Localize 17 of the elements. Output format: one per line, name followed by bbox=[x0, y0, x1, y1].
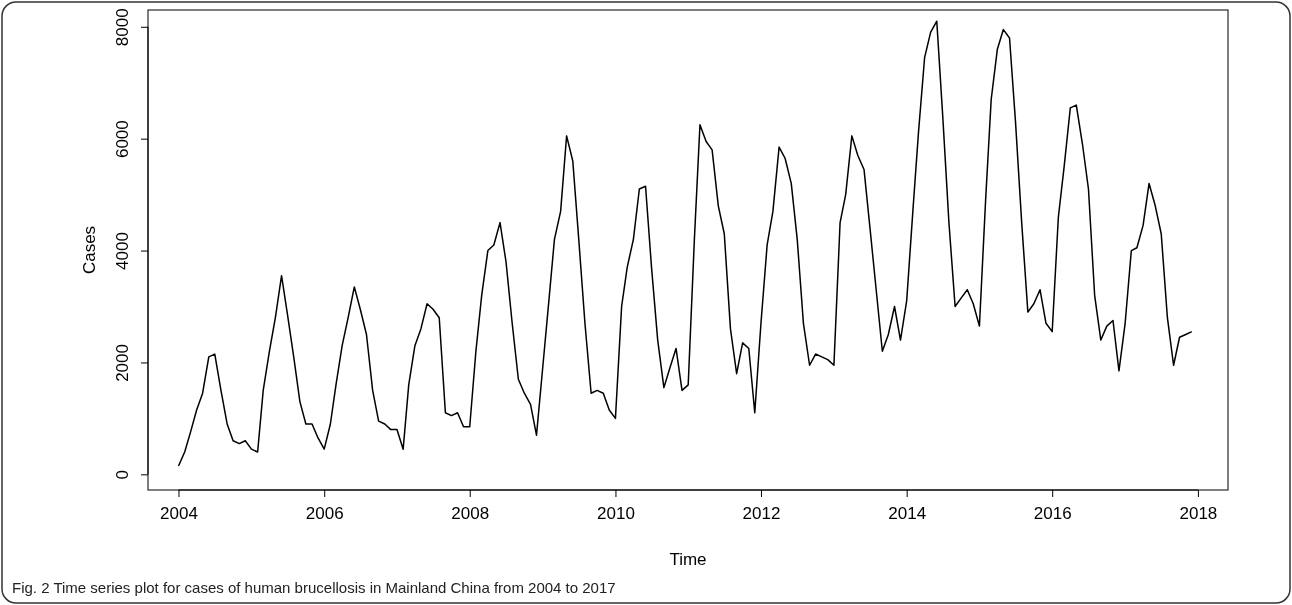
line-series bbox=[177, 20, 1193, 467]
x-axis-title: Time bbox=[669, 550, 707, 569]
x-tick-label: 2010 bbox=[597, 503, 635, 523]
x-tick-label: 2008 bbox=[451, 503, 490, 523]
y-tick-label: 0 bbox=[113, 470, 132, 480]
y-tick-label: 6000 bbox=[113, 120, 132, 159]
x-tick-label: 2014 bbox=[888, 503, 927, 523]
y-tick-label: 4000 bbox=[113, 232, 132, 270]
caption: Fig. 2 Time series plot for cases of human brucellosis in Mainland China from 2004 to 2017 bbox=[12, 579, 616, 596]
x-tick-label: 2016 bbox=[1033, 503, 1072, 523]
x-tick-label: 2006 bbox=[305, 503, 344, 523]
y-tick-label: 8000 bbox=[113, 8, 132, 47]
x-tick-label: 2018 bbox=[1179, 503, 1218, 523]
x-tick-label: 2012 bbox=[742, 503, 781, 523]
y-axis-title: Cases bbox=[80, 225, 99, 275]
y-tick-label: 2000 bbox=[113, 344, 132, 382]
x-tick-label: 2004 bbox=[160, 503, 198, 523]
